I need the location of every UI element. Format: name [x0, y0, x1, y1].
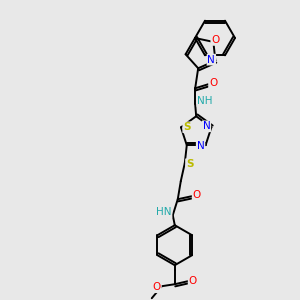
Text: O: O	[209, 78, 217, 88]
Text: O: O	[193, 190, 201, 200]
Text: O: O	[189, 276, 197, 286]
Text: S: S	[186, 159, 194, 169]
Text: N: N	[208, 55, 215, 64]
Text: N: N	[197, 141, 205, 151]
Text: N: N	[202, 121, 210, 131]
Text: HN: HN	[156, 207, 172, 217]
Text: NH: NH	[197, 96, 213, 106]
Text: O: O	[211, 35, 220, 45]
Text: S: S	[183, 122, 191, 132]
Text: O: O	[153, 282, 161, 292]
